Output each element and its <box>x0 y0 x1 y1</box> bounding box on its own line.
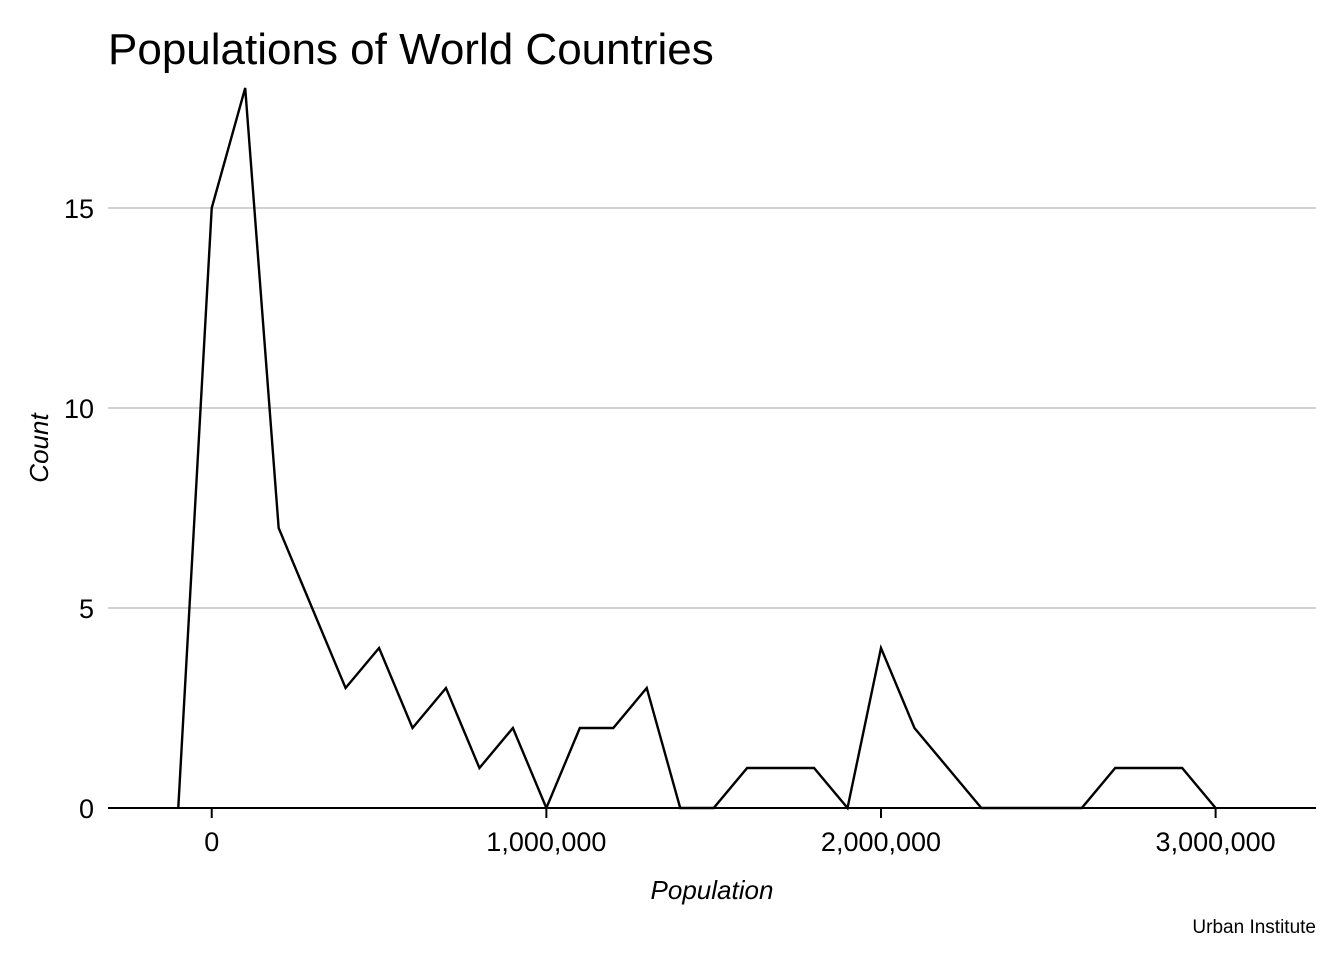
x-tick-label: 3,000,000 <box>1156 827 1276 857</box>
frequency-polygon-line <box>177 87 1217 812</box>
y-tick-label: 10 <box>64 394 94 424</box>
x-tick-label: 0 <box>204 827 219 857</box>
x-tick-label: 1,000,000 <box>486 827 606 857</box>
x-axis-ticks: 0 1,000,000 2,000,000 3,000,000 <box>204 808 1276 857</box>
y-tick-label: 5 <box>79 594 94 624</box>
y-tick-label: 0 <box>79 794 94 824</box>
gridlines <box>108 207 1316 609</box>
x-tick-label: 2,000,000 <box>821 827 941 857</box>
y-axis-tick-labels: 0 5 10 15 <box>64 194 94 824</box>
x-axis-label: Population <box>651 875 774 905</box>
y-axis-label: Count <box>24 412 54 483</box>
chart-title: Populations of World Countries <box>108 25 714 74</box>
source-caption: Urban Institute <box>1192 917 1316 938</box>
y-tick-label: 15 <box>64 194 94 224</box>
